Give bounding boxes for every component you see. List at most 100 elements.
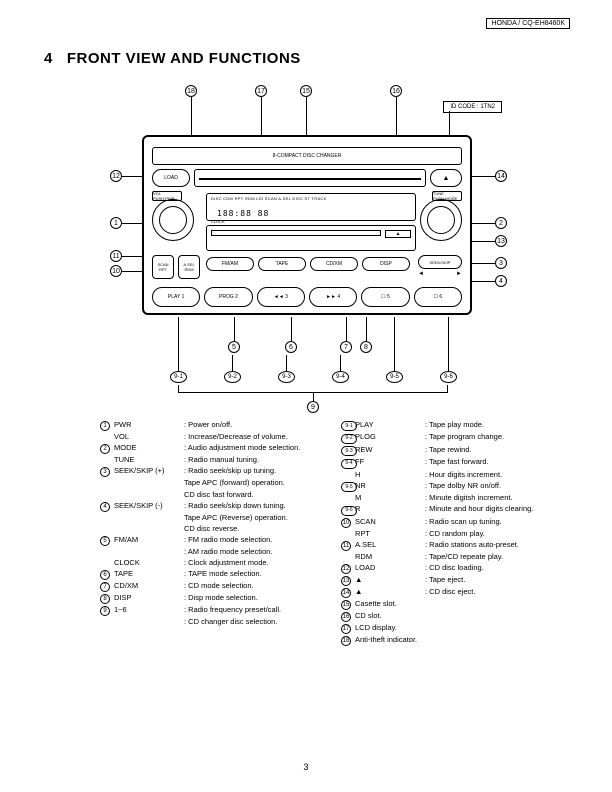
legend-label: REW xyxy=(355,445,425,456)
legend-row: 5FM/AM: FM radio mode selection. xyxy=(100,535,321,546)
legend-num: 9-1 xyxy=(341,420,355,431)
line xyxy=(468,176,495,177)
legend-num: 16 xyxy=(341,611,355,622)
legend-row: 1PWR: Power on/off. xyxy=(100,420,321,431)
legend-desc: : CD mode selection. xyxy=(184,581,321,592)
legend-num: 9 xyxy=(100,605,114,616)
legend-label: VOL xyxy=(114,432,184,442)
line xyxy=(234,317,235,341)
legend-row: CD disc reverse. xyxy=(100,524,321,534)
legend-desc: : Radio scan up tuning. xyxy=(425,517,562,528)
legend-desc: : Hour digits increment. xyxy=(425,470,562,480)
legend-label: FF xyxy=(355,457,425,468)
legend-label: RPT xyxy=(355,529,425,539)
legend-num xyxy=(341,552,355,562)
legend-row: RPT: CD random play. xyxy=(341,529,562,539)
legend-desc: : CD changer disc selection. xyxy=(184,617,321,627)
legend-row: Tape APC (forward) operation. xyxy=(100,478,321,488)
callout-14: 14 xyxy=(495,170,507,182)
line xyxy=(468,263,495,264)
legend-label: MODE xyxy=(114,443,184,454)
legend-desc: : Radio frequency preset/call. xyxy=(184,605,321,616)
legend-row: 9-1PLAY: Tape play mode. xyxy=(341,420,562,431)
callout-9-3: 9-3 xyxy=(278,371,295,383)
preset-row: PLAY 1 PROG 2 ◄◄ 3 ►► 4 ☐ 5 ☐ 6 xyxy=(152,287,462,307)
line xyxy=(286,355,287,371)
legend-num: 17 xyxy=(341,623,355,634)
legend-label: A.SEL xyxy=(355,540,425,551)
legend-desc: : AM radio mode selection. xyxy=(184,547,321,557)
legend-num: 12 xyxy=(341,563,355,574)
legend-row: : CD changer disc selection. xyxy=(100,617,321,627)
legend-num: 11 xyxy=(341,540,355,551)
legend-right: 9-1PLAY: Tape play mode.9-2PLOG: Tape pr… xyxy=(341,420,562,647)
seek-left-icon: ◄ xyxy=(418,271,424,277)
legend-num xyxy=(100,513,114,523)
legend-num: 15 xyxy=(341,599,355,610)
legend-row: 9-3REW: Tape rewind. xyxy=(341,445,562,456)
legend-row: H: Hour digits increment. xyxy=(341,470,562,480)
legend-row: 11A.SEL: Radio stations auto-preset. xyxy=(341,540,562,551)
legend-num: 3 xyxy=(100,466,114,477)
legend-num: 9-6 xyxy=(341,504,355,515)
legend-row: M: Minute digitsh increment. xyxy=(341,493,562,503)
legend-label: CD/XM xyxy=(114,581,184,592)
legend-row: 9-5NR: Tape dolby NR on/off. xyxy=(341,481,562,492)
legend-desc xyxy=(425,623,562,634)
legend-label: CD slot. xyxy=(355,611,425,622)
disp-button: DISP xyxy=(362,257,410,271)
legend-row: 18Anti-theft indicator. xyxy=(341,635,562,646)
cassette-door xyxy=(211,230,381,236)
legend-desc: CD disc fast forward. xyxy=(184,490,321,500)
callout-1: 1 xyxy=(110,217,122,229)
seek-button: SEEK/SKIP xyxy=(418,255,462,269)
id-code: ID CODE : 1TN2 xyxy=(443,101,502,113)
legend-label: CLOCK xyxy=(114,558,184,568)
legend-row: 12LOAD: CD disc loading. xyxy=(341,563,562,574)
callout-9: 9 xyxy=(307,401,319,413)
seek-right-icon: ► xyxy=(456,271,462,277)
legend-num: 1 xyxy=(100,420,114,431)
line xyxy=(340,355,341,371)
legend: 1PWR: Power on/off.VOL: Increase/Decreas… xyxy=(100,420,562,647)
callout-17: 17 xyxy=(255,85,267,97)
legend-desc: : CD disc loading. xyxy=(425,563,562,574)
legend-label: 1~6 xyxy=(114,605,184,616)
legend-row: : AM radio mode selection. xyxy=(100,547,321,557)
callout-2: 2 xyxy=(495,217,507,229)
legend-num xyxy=(341,470,355,480)
legend-row: 9-2PLOG: Tape program change. xyxy=(341,432,562,443)
legend-num: 10 xyxy=(341,517,355,528)
legend-label xyxy=(114,478,184,488)
legend-row: 7CD/XM: CD mode selection. xyxy=(100,581,321,592)
legend-label: SCAN xyxy=(355,517,425,528)
lcd-digits: 188:88 88 xyxy=(217,209,269,218)
legend-row: 91~6: Radio frequency preset/call. xyxy=(100,605,321,616)
legend-num: 13 xyxy=(341,575,355,586)
legend-desc xyxy=(425,635,562,646)
legend-desc: : Radio seek/skip down tuning. xyxy=(184,501,321,512)
legend-label: PWR xyxy=(114,420,184,431)
legend-desc: : Minute digitsh increment. xyxy=(425,493,562,503)
legend-num: 18 xyxy=(341,635,355,646)
callout-9-4: 9-4 xyxy=(332,371,349,383)
legend-row: CLOCK: Clock adjustment mode. xyxy=(100,558,321,568)
diagram: ID CODE : 1TN2 18 17 15 16 12 1 11 10 14… xyxy=(100,85,510,365)
section-title: 4 FRONT VIEW AND FUNCTIONS xyxy=(44,50,301,67)
legend-num: 2 xyxy=(100,443,114,454)
legend-num: 9-4 xyxy=(341,457,355,468)
clock-label: CLOCK xyxy=(211,219,225,224)
legend-label: ▲ xyxy=(355,575,425,586)
fmam-button: FM/AM xyxy=(206,257,254,271)
legend-row: 13▲: Tape eject. xyxy=(341,575,562,586)
legend-num xyxy=(100,547,114,557)
callout-8: 8 xyxy=(360,341,372,353)
legend-label: TAPE xyxy=(114,569,184,580)
legend-row: 16CD slot. xyxy=(341,611,562,622)
line xyxy=(448,317,449,371)
callout-5: 5 xyxy=(228,341,240,353)
legend-row: 17LCD display. xyxy=(341,623,562,634)
legend-row: TUNE: Radio manual tuning. xyxy=(100,455,321,465)
legend-label xyxy=(114,547,184,557)
legend-num xyxy=(100,524,114,534)
